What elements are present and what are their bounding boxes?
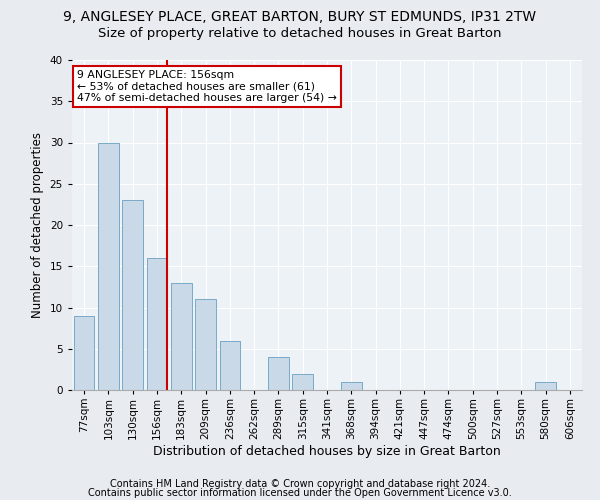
Bar bbox=[535, 382, 556, 390]
Bar bbox=[171, 283, 191, 390]
Bar bbox=[195, 299, 216, 390]
Bar bbox=[220, 340, 240, 390]
Text: Contains HM Land Registry data © Crown copyright and database right 2024.: Contains HM Land Registry data © Crown c… bbox=[110, 479, 490, 489]
X-axis label: Distribution of detached houses by size in Great Barton: Distribution of detached houses by size … bbox=[153, 444, 501, 458]
Bar bbox=[268, 357, 289, 390]
Bar bbox=[74, 316, 94, 390]
Text: Contains public sector information licensed under the Open Government Licence v3: Contains public sector information licen… bbox=[88, 488, 512, 498]
Text: 9 ANGLESEY PLACE: 156sqm
← 53% of detached houses are smaller (61)
47% of semi-d: 9 ANGLESEY PLACE: 156sqm ← 53% of detach… bbox=[77, 70, 337, 103]
Bar bbox=[341, 382, 362, 390]
Bar bbox=[98, 142, 119, 390]
Text: Size of property relative to detached houses in Great Barton: Size of property relative to detached ho… bbox=[98, 28, 502, 40]
Bar bbox=[146, 258, 167, 390]
Bar bbox=[122, 200, 143, 390]
Text: 9, ANGLESEY PLACE, GREAT BARTON, BURY ST EDMUNDS, IP31 2TW: 9, ANGLESEY PLACE, GREAT BARTON, BURY ST… bbox=[64, 10, 536, 24]
Y-axis label: Number of detached properties: Number of detached properties bbox=[31, 132, 44, 318]
Bar bbox=[292, 374, 313, 390]
